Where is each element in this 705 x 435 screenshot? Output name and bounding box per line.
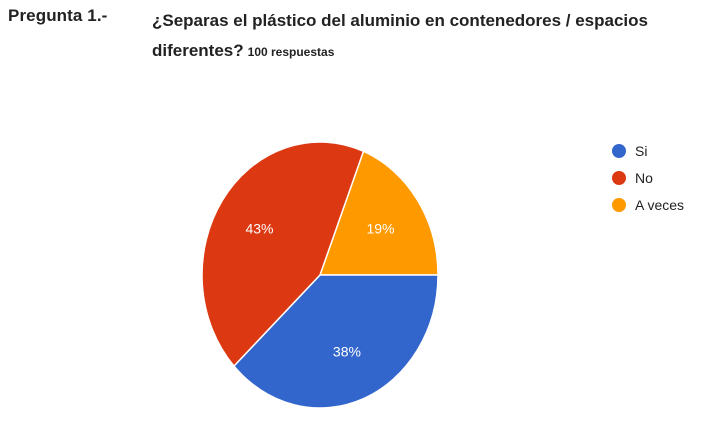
legend-swatch-no [612, 171, 626, 185]
legend-swatch-a-veces [612, 198, 626, 212]
pie-slice-no[interactable] [201, 141, 365, 368]
question-text: ¿Separas el plástico del aluminio en con… [152, 11, 648, 60]
pie-slice-si[interactable] [232, 274, 439, 409]
legend-label-no[interactable]: No [635, 170, 653, 186]
legend-label-si[interactable]: Si [635, 143, 647, 159]
slice-label-no: 43% [245, 221, 273, 237]
pie-slice-labels: 19% 38% 43% [245, 221, 394, 360]
pie-slice-a-veces[interactable] [318, 150, 439, 276]
legend-label-a-veces[interactable]: A veces [635, 197, 684, 213]
slice-label-si: 38% [333, 344, 361, 360]
pie-slices [201, 141, 439, 409]
response-count: 100 respuestas [247, 45, 335, 59]
question-number: Pregunta 1.- [8, 6, 108, 25]
legend: Si No A veces [612, 143, 684, 213]
slice-label-a-veces: 19% [366, 221, 394, 237]
legend-swatch-si [612, 144, 626, 158]
question-title: ¿Separas el plástico del aluminio en con… [152, 6, 672, 67]
